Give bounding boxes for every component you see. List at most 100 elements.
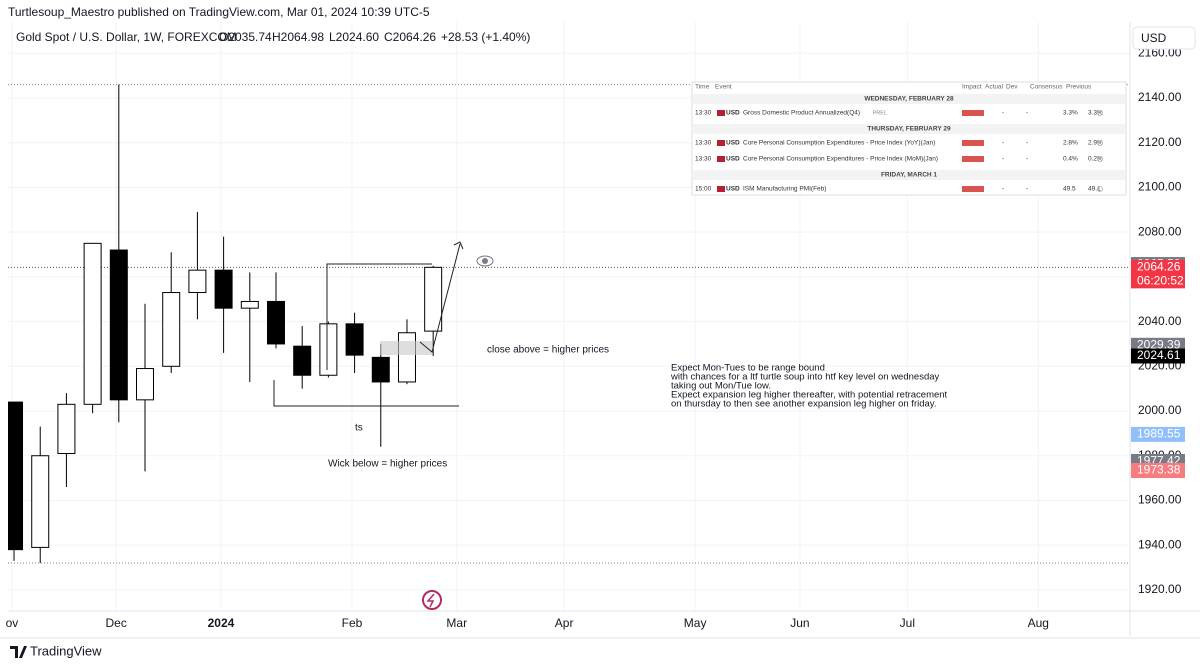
- change: +28.53 (+1.40%): [441, 30, 530, 44]
- impact-bar: [962, 156, 984, 162]
- calendar-cell: 13:30: [695, 110, 712, 117]
- calendar-cell: 3.3%: [1088, 110, 1103, 117]
- calendar-column: Impact: [962, 84, 982, 91]
- calendar-cell: 0.4%: [1063, 156, 1078, 163]
- y-tick-label: 1940.00: [1138, 537, 1182, 551]
- flag: [717, 156, 725, 162]
- impact-bar: [962, 110, 984, 116]
- candle-body: [345, 323, 364, 356]
- calendar-column: Time: [695, 84, 710, 91]
- calendar-cell: -: [1026, 140, 1028, 147]
- calendar-cell: 3.3%: [1063, 110, 1078, 117]
- price-badge-label: 2064.26: [1137, 260, 1181, 274]
- calendar-cell: Core Personal Consumption Expenditures -…: [743, 140, 935, 147]
- flag: [717, 110, 725, 116]
- x-tick-label: Aug: [1028, 616, 1049, 630]
- annotation: ts: [355, 423, 363, 434]
- price-badge-label: 1973.38: [1137, 463, 1181, 477]
- calendar-cell: 13:30: [695, 140, 712, 147]
- candle-body: [83, 242, 102, 405]
- calendar-column: Consensus: [1030, 84, 1063, 91]
- calendar-cell: 13:30: [695, 156, 712, 163]
- flag: [717, 140, 725, 146]
- price-badge: [1131, 426, 1185, 442]
- calendar-group-band: [693, 94, 1125, 104]
- calendar-cell: USD: [726, 140, 740, 147]
- x-tick-label: Apr: [555, 616, 574, 630]
- y-tick-label: 2040.00: [1138, 314, 1182, 328]
- calendar-cell: -: [1026, 186, 1028, 193]
- high: H2064.98: [272, 30, 324, 44]
- calendar-cell: 49.1: [1088, 186, 1101, 193]
- calendar-date: THURSDAY, FEBRUARY 29: [867, 126, 951, 133]
- projection-arrow: [419, 243, 461, 353]
- range-bottom-line: [273, 380, 459, 407]
- calendar-cell: 0.2%: [1088, 156, 1103, 163]
- calendar-cell: 15:00: [695, 186, 712, 193]
- calendar-cell: -: [1026, 156, 1028, 163]
- eye-icon[interactable]: [476, 255, 494, 267]
- footer-brand: TradingView: [30, 643, 102, 658]
- low: L2024.60: [329, 30, 379, 44]
- currency[interactable]: USD: [1141, 31, 1167, 45]
- price-badge-label: 1989.55: [1137, 427, 1181, 441]
- alert-icon: [1097, 156, 1103, 162]
- candle-body: [397, 332, 416, 383]
- countdown-badge: [1131, 274, 1185, 289]
- price-badge: [1131, 259, 1185, 275]
- x-tick-label: Jun: [790, 616, 809, 630]
- symbol: Gold Spot / U.S. Dollar, 1W, FOREXCOM: [16, 30, 237, 44]
- candle-body: [8, 401, 24, 551]
- candle-body: [57, 403, 76, 454]
- price-badge-label: 2024.61: [1137, 348, 1181, 362]
- tv-logo: [10, 646, 27, 658]
- candle-body: [214, 269, 233, 309]
- y-tick-label: 2000.00: [1138, 403, 1182, 417]
- price-badge-label: 2029.39: [1137, 337, 1181, 351]
- calendar-cell: -: [1002, 186, 1004, 193]
- calendar-cell: USD: [726, 186, 740, 193]
- x-tick-label: May: [684, 616, 707, 630]
- y-tick-label: 2080.00: [1138, 224, 1182, 238]
- publisher: Turtlesoup_Maestro published on TradingV…: [8, 5, 430, 19]
- annotation: Wick below = higher prices: [328, 459, 447, 470]
- x-tick-label: ov: [6, 616, 19, 630]
- open: O2035.74: [219, 30, 272, 44]
- price-badge: [1131, 463, 1185, 479]
- close: C2064.26: [384, 30, 436, 44]
- annotation: taking out Mon/Tue low.: [671, 381, 771, 392]
- drawings: [273, 241, 464, 407]
- annotation: close above = higher prices: [487, 345, 609, 356]
- calendar-cell: Core Personal Consumption Expenditures -…: [743, 156, 938, 163]
- annotation: Expect expansion leg higher thereafter, …: [671, 390, 948, 401]
- x-tick-label: Jul: [900, 616, 915, 630]
- y-tick-label: 1920.00: [1138, 582, 1182, 596]
- candle-body: [136, 368, 155, 401]
- flag: [717, 186, 725, 192]
- calendar-cell: 49.5: [1063, 186, 1076, 193]
- calendar-group-band: [693, 170, 1125, 180]
- candle-body: [371, 356, 390, 383]
- calendar-group-band: [693, 124, 1125, 134]
- calendar-date: WEDNESDAY, FEBRUARY 28: [864, 96, 954, 103]
- calendar-cell: -: [1002, 156, 1004, 163]
- calendar-cell: 2.9%: [1088, 140, 1103, 147]
- range-top-line: [326, 263, 432, 370]
- calendar-cell: -: [1026, 110, 1028, 117]
- flash-icon[interactable]: [422, 590, 442, 610]
- calendar-column: Previous: [1066, 84, 1092, 91]
- currency-button[interactable]: [1132, 26, 1196, 50]
- candle-body: [188, 269, 207, 294]
- x-tick-label: Mar: [446, 616, 467, 630]
- calendar-cell: Gross Domestic Product Annualized(Q4): [743, 110, 860, 117]
- annotation: with chances for a ltf turtle soup into …: [670, 372, 940, 383]
- economic-calendar: Time Event Impact Actual Dev Consensus Previou…: [691, 81, 1127, 196]
- calendar-cell: ISM Manufacturing PMI(Feb): [743, 186, 826, 193]
- price-badge: [1131, 348, 1185, 364]
- candle-body: [319, 323, 338, 376]
- candle-body: [424, 266, 443, 332]
- calendar-column: Event: [715, 84, 732, 91]
- calendar-column: Dev: [1006, 84, 1018, 91]
- alert-icon: [1097, 186, 1103, 192]
- calendar-cell: 2.8%: [1063, 140, 1078, 147]
